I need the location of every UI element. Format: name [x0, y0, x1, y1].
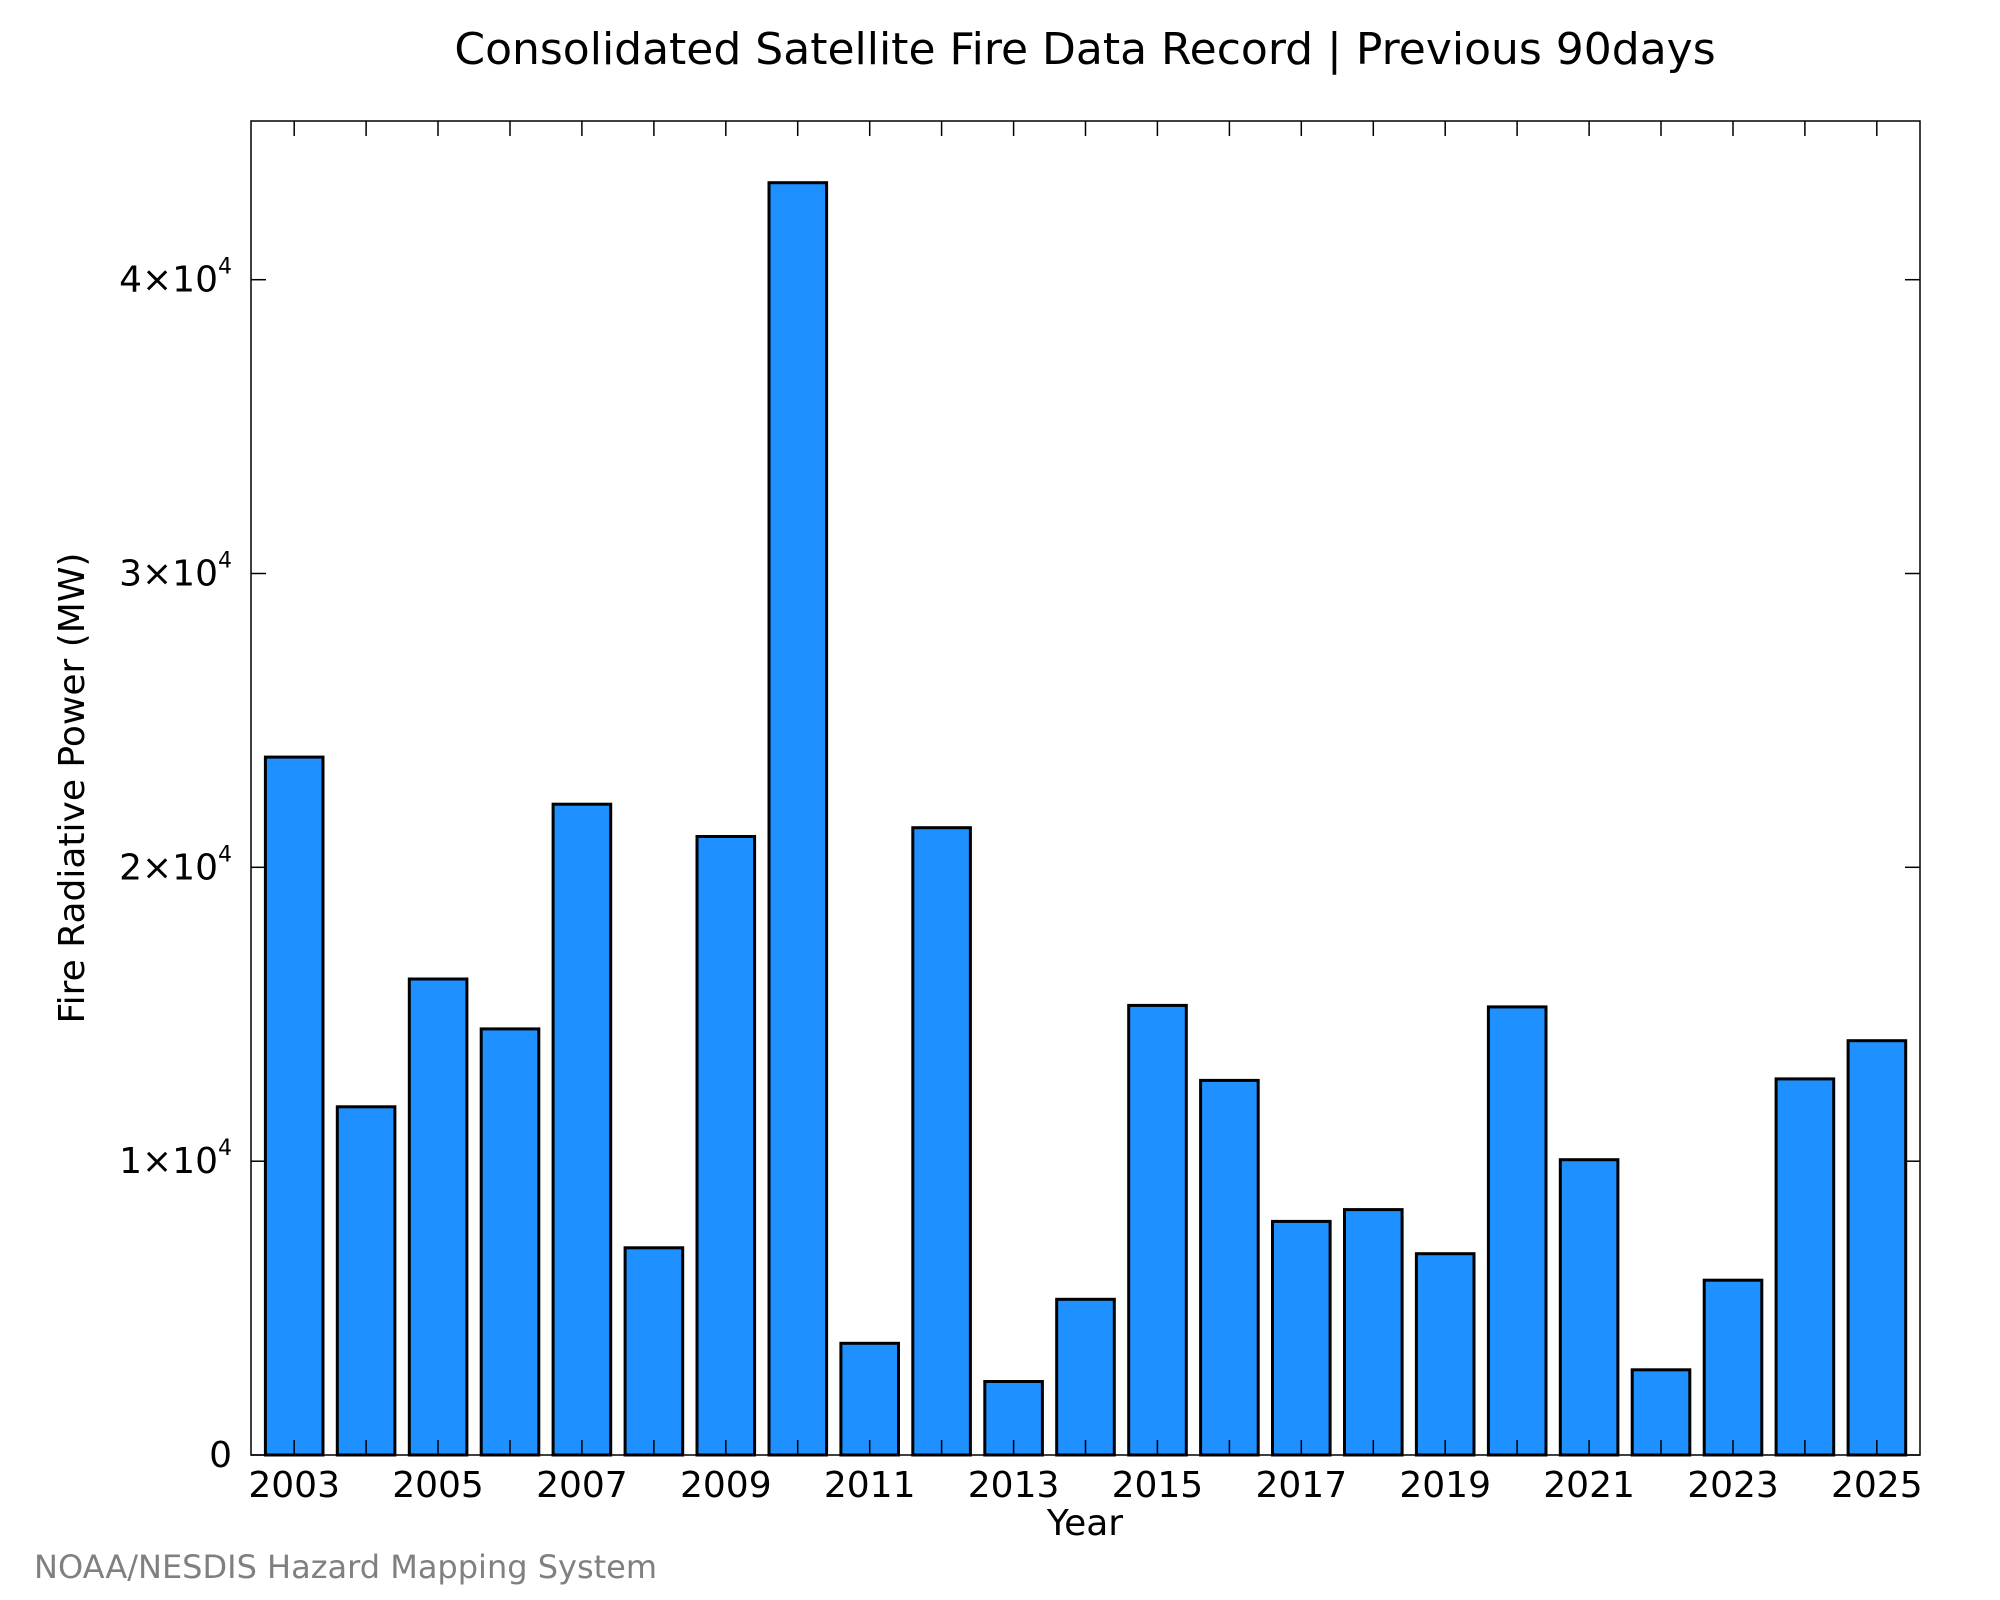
bar-2024: [1774, 1077, 1836, 1457]
x-tick-label-2005: 2005: [392, 1465, 484, 1506]
y-tick-label-20000: 2×104: [119, 842, 232, 888]
x-tick-label-2013: 2013: [968, 1465, 1060, 1506]
x-tick-label-2017: 2017: [1255, 1465, 1347, 1506]
x-tick-label-2019: 2019: [1399, 1465, 1491, 1506]
bar-2012: [911, 826, 972, 1457]
chart-title: Consolidated Satellite Fire Data Record …: [454, 24, 1715, 75]
x-tick-label-2007: 2007: [536, 1465, 628, 1506]
x-tick-label-2023: 2023: [1687, 1465, 1779, 1506]
y-tick-label-0: 0: [209, 1435, 232, 1476]
bar-2010: [767, 181, 829, 1457]
bar-2021: [1558, 1158, 1620, 1457]
x-tick-label-2015: 2015: [1112, 1465, 1204, 1506]
bar-2020: [1486, 1005, 1548, 1457]
bar-2007: [551, 802, 613, 1457]
bar-2018: [1343, 1208, 1404, 1457]
bar-2009: [695, 835, 757, 1457]
y-tick-label-30000: 3×104: [119, 549, 232, 595]
y-tick-label-10000: 1×104: [119, 1136, 232, 1182]
credit-text: NOAA/NESDIS Hazard Mapping System: [34, 1548, 657, 1586]
x-tick-label-2003: 2003: [248, 1465, 340, 1506]
bar-2011: [839, 1341, 901, 1457]
bar-2005: [407, 977, 469, 1457]
x-tick-label-2025: 2025: [1831, 1465, 1923, 1506]
x-tick-label-2021: 2021: [1543, 1465, 1635, 1506]
bar-2017: [1271, 1219, 1332, 1457]
bar-2019: [1414, 1252, 1476, 1457]
bar-2006: [479, 1027, 541, 1457]
bars-group: [263, 181, 1908, 1457]
bar-2025: [1846, 1039, 1908, 1457]
x-axis-label: Year: [1046, 1503, 1123, 1544]
bar-2003: [263, 755, 325, 1457]
bar-2016: [1199, 1078, 1260, 1457]
bar-2015: [1127, 1003, 1188, 1457]
bar-2008: [623, 1246, 685, 1457]
x-tick-label-2009: 2009: [680, 1465, 772, 1506]
x-ticks-group: 2003 2005 2007 2009 2011 2013 2015 2017 2019 2021…: [248, 121, 1923, 1506]
bar-2014: [1055, 1297, 1116, 1457]
bar-2023: [1702, 1278, 1764, 1457]
y-axis-label: Fire Radiative Power (MW): [52, 553, 93, 1024]
bar-2004: [335, 1105, 397, 1457]
x-tick-label-2011: 2011: [824, 1465, 916, 1506]
y-ticks-group: 0 1×104 2×104 3×104 4×104: [119, 255, 1920, 1476]
y-tick-label-40000: 4×104: [119, 255, 232, 301]
